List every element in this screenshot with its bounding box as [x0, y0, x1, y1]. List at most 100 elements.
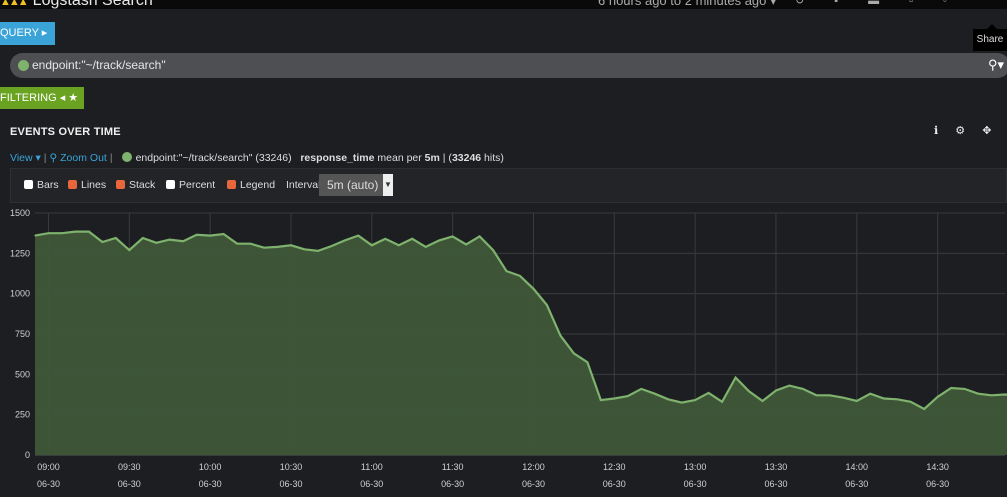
logstash-logo-icon: ▲▲▲: [0, 0, 29, 8]
filtering-toggle-tab[interactable]: FILTERING ◂ ★: [0, 87, 85, 109]
data-point: [357, 235, 359, 237]
series-line: [34, 230, 1007, 411]
x-tick-date-label: 06-30: [360, 479, 383, 489]
percent-option[interactable]: Percent: [166, 179, 215, 191]
bars-option[interactable]: Bars: [24, 179, 59, 191]
separator: |: [109, 152, 113, 164]
data-point: [438, 239, 440, 241]
data-point: [47, 232, 50, 234]
data-point: [654, 393, 656, 395]
data-point: [708, 392, 710, 394]
share-tooltip: Share: [973, 24, 1007, 51]
data-point: [236, 243, 238, 245]
data-point: [748, 390, 750, 392]
zoom-icon: ⚲: [49, 152, 58, 164]
y-tick-label: 0: [25, 450, 30, 460]
filtering-tab-label: FILTERING: [0, 92, 57, 104]
y-tick-label: 500: [15, 369, 30, 379]
field-name: response_time: [300, 152, 375, 164]
chevron-down-icon[interactable]: ▼: [383, 174, 393, 196]
bars-checkbox[interactable]: [24, 180, 33, 189]
view-label: View: [10, 152, 33, 164]
view-dropdown[interactable]: View ▾: [10, 152, 41, 164]
percent-checkbox[interactable]: [166, 180, 175, 189]
lines-checkbox[interactable]: [68, 180, 77, 189]
star-icon[interactable]: ★: [68, 92, 79, 104]
query-input-bar[interactable]: endpoint:"~/track/search" ⚲▾: [10, 53, 1007, 78]
x-tick-label: 13:00: [684, 462, 707, 472]
zoom-out-button[interactable]: ⚲ Zoom Out: [50, 152, 107, 164]
data-point: [600, 399, 602, 401]
data-point: [182, 240, 184, 242]
hits-count: 33246: [451, 152, 482, 164]
legend-option[interactable]: Legend: [227, 179, 275, 191]
data-point: [263, 247, 265, 249]
query-input[interactable]: endpoint:"~/track/search": [32, 58, 166, 72]
dashboard-title[interactable]: ▲▲▲ Logstash Search: [0, 0, 153, 9]
top-navbar: ▲▲▲ Logstash Search 6 hours ago to 2 minu…: [0, 0, 1007, 9]
data-point: [398, 244, 400, 246]
panel-legend-line: View ▾ | ⚲ Zoom Out | endpoint:"~/track/sear…: [10, 152, 504, 164]
x-tick-label: 11:00: [361, 462, 383, 472]
legend-checkbox[interactable]: [227, 180, 236, 189]
data-point: [1004, 393, 1006, 396]
chevron-down-icon: ▾: [35, 152, 41, 164]
data-point: [303, 248, 305, 250]
data-point: [829, 394, 831, 396]
save-icon[interactable]: ▪: [834, 0, 869, 7]
info-icon[interactable]: ℹ: [934, 125, 939, 137]
data-point: [452, 235, 454, 237]
query-tab-label: QUERY: [0, 27, 39, 39]
share-icon[interactable]: ▫: [909, 0, 944, 7]
stack-checkbox[interactable]: [116, 180, 125, 189]
data-point: [775, 389, 777, 392]
data-point: [721, 401, 723, 403]
x-tick-label: 14:00: [846, 462, 869, 472]
folder-icon[interactable]: ▬: [868, 0, 910, 7]
y-tick-label: 1000: [10, 289, 30, 299]
query-toggle-tab[interactable]: QUERY ▸: [0, 22, 56, 45]
data-point: [681, 402, 683, 404]
series-area: [35, 231, 1007, 455]
x-tick-label: 14:30: [926, 462, 949, 472]
settings-icon[interactable]: ◦: [943, 0, 977, 7]
data-point: [330, 245, 332, 247]
move-icon[interactable]: ✥: [982, 125, 992, 137]
data-point: [937, 396, 939, 398]
data-point: [923, 408, 925, 410]
data-point: [61, 232, 63, 234]
data-point: [74, 231, 76, 233]
data-point: [115, 237, 117, 239]
data-point: [88, 231, 90, 233]
refresh-icon[interactable]: ↻: [795, 0, 835, 7]
data-points: [34, 231, 1006, 410]
data-point: [546, 304, 548, 306]
series-color-dot[interactable]: [121, 152, 132, 162]
gear-icon[interactable]: ⚙: [955, 125, 966, 137]
query-color-dot[interactable]: [18, 60, 29, 71]
x-tick-label: 09:00: [37, 462, 60, 472]
data-point: [964, 388, 966, 390]
interval-select[interactable]: 5m (auto): [319, 174, 391, 196]
stack-option[interactable]: Stack: [116, 179, 155, 191]
x-tick-date-label: 06-30: [845, 479, 868, 489]
data-point: [694, 399, 696, 401]
stat-text: mean per: [377, 152, 422, 164]
data-point: [465, 243, 467, 246]
lines-label: Lines: [81, 179, 107, 191]
stack-label: Stack: [129, 179, 156, 191]
percent-label: Percent: [179, 179, 216, 191]
data-point: [196, 234, 198, 236]
series-label: endpoint:"~/track/search" (33246): [135, 152, 292, 164]
events-over-time-chart[interactable]: 0 250 500 750 1000 1250 1500 09:00 06-30 09:30 06…: [0, 205, 1007, 497]
search-icon[interactable]: ⚲▾: [988, 57, 1005, 72]
x-tick-date-label: 06-30: [279, 479, 302, 489]
data-point: [142, 237, 144, 239]
data-point: [896, 398, 898, 400]
data-point: [425, 246, 427, 248]
x-tick-date-label: 06-30: [764, 479, 787, 489]
y-tick-label: 750: [15, 329, 30, 339]
lines-option[interactable]: Lines: [68, 179, 106, 191]
timepicker-dropdown[interactable]: 6 hours ago to 2 minutes ago ▾: [598, 0, 777, 9]
x-tick-date-label: 06-30: [441, 479, 464, 489]
